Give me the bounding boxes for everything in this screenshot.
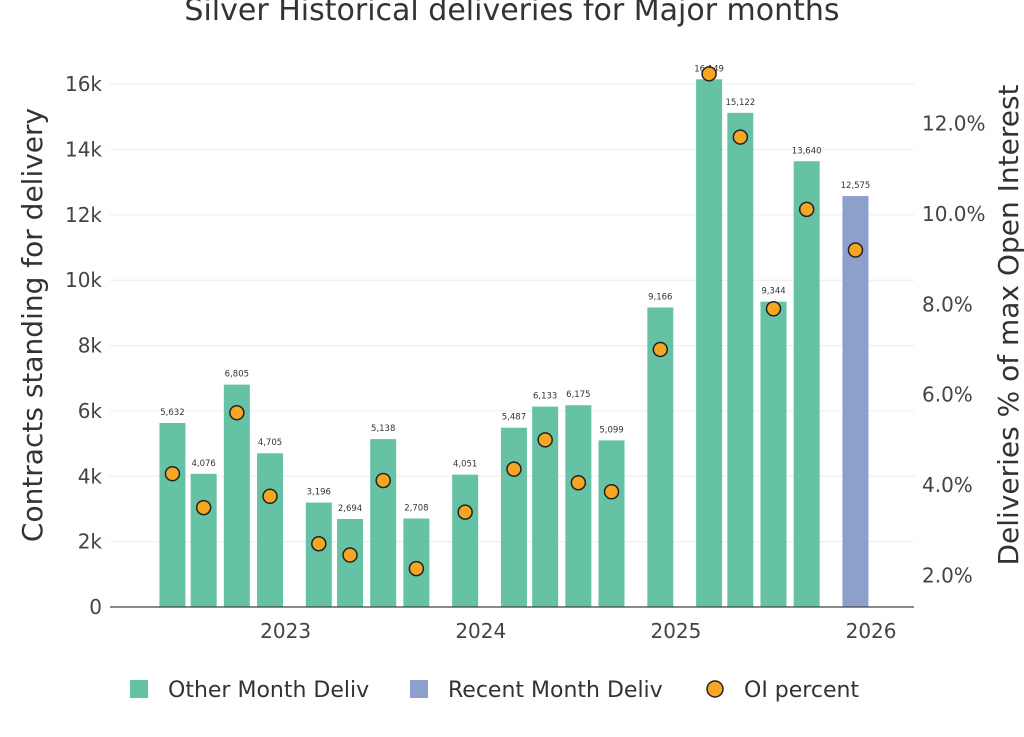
- legend-item-oi[interactable]: OI percent: [706, 678, 859, 703]
- y2-tick-label: 12.0%: [922, 112, 986, 136]
- legend-label: Other Month Deliv: [168, 678, 369, 703]
- oi-percent-marker: [457, 504, 473, 520]
- oi-percent-marker: [847, 242, 864, 258]
- bar-value-label: 4,705: [258, 438, 282, 448]
- other-month-bar: [793, 161, 820, 607]
- bar-value-label: 9,344: [761, 287, 785, 297]
- oi-percent-marker: [195, 499, 212, 516]
- y-tick-label: 4k: [78, 464, 103, 488]
- bar-labels: 5,632 4,076 6,805 4,705 3,196 2,694 5,138 2,708…: [160, 64, 870, 514]
- y2-axis-title: Deliveries % of max Open Interest: [992, 84, 1024, 565]
- oi-percent-marker: [311, 535, 327, 552]
- bar-value-label: 15,122: [725, 98, 755, 108]
- y-tick-label: 8k: [78, 334, 103, 358]
- legend-item-other[interactable]: Other Month Deliv: [130, 678, 369, 703]
- y2-tick-label: 10.0%: [922, 202, 986, 226]
- oi-percent-marker: [652, 341, 669, 358]
- x-tick-label: 2023: [260, 619, 311, 643]
- bar-value-label: 6,175: [566, 390, 590, 400]
- oi-percent-marker: [164, 465, 181, 482]
- bar-value-label: 5,138: [371, 424, 395, 434]
- oi-percent-marker: [701, 66, 717, 82]
- oi-percent-marker: [229, 404, 245, 421]
- axes: 0 2k 4k 6k 8k 10k 12k 14k 16k 2.0% 4.0% 6.0% 8.0% 10.…: [65, 72, 986, 643]
- y2-tick-label: 8.0%: [922, 292, 973, 316]
- bar-value-label: 4,076: [191, 459, 215, 469]
- oi-markers: [164, 66, 864, 577]
- bar-value-label: 5,632: [160, 408, 184, 418]
- oi-percent-marker: [262, 488, 278, 505]
- oi-percent-marker: [570, 474, 587, 491]
- oi-percent-marker: [375, 472, 391, 489]
- other-month-bar: [257, 453, 284, 607]
- y-tick-label: 10k: [65, 268, 102, 292]
- x-tick-label: 2024: [455, 619, 506, 643]
- y-tick-label: 0: [89, 595, 102, 619]
- bars: [159, 79, 869, 608]
- other-month-bar: [500, 427, 527, 607]
- other-month-bar: [452, 474, 479, 607]
- oi-percent-marker: [732, 129, 749, 145]
- other-month-bar: [370, 439, 397, 607]
- oi-percent-marker: [537, 432, 553, 448]
- other-month-bar: [696, 79, 723, 608]
- legend-swatch-recent: [410, 680, 428, 698]
- y2-tick-label: 4.0%: [922, 473, 973, 497]
- y-tick-label: 12k: [65, 203, 102, 227]
- bar-value-label: 2,708: [404, 504, 428, 514]
- other-month-bar: [159, 422, 186, 607]
- y-tick-label: 6k: [78, 399, 103, 423]
- legend-label: Recent Month Deliv: [448, 678, 663, 703]
- bar-value-label: 3,196: [307, 488, 331, 498]
- legend-item-recent[interactable]: Recent Month Deliv: [410, 678, 663, 703]
- x-tick-label: 2025: [650, 619, 701, 643]
- bar-value-label: 2,694: [338, 504, 362, 514]
- bar-value-label: 6,133: [533, 392, 557, 402]
- bar-value-label: 13,640: [792, 146, 822, 156]
- y-tick-label: 2k: [78, 530, 103, 554]
- other-month-bar: [727, 112, 754, 607]
- y-tick-label: 16k: [65, 72, 102, 96]
- other-month-bar: [190, 473, 217, 607]
- other-month-bar: [337, 518, 364, 607]
- legend-swatch-other: [130, 680, 148, 698]
- bar-value-label: 5,099: [599, 425, 623, 435]
- oi-percent-marker: [603, 484, 620, 500]
- other-month-bar: [647, 307, 674, 607]
- other-month-bar: [598, 440, 625, 607]
- oi-percent-marker: [765, 301, 782, 317]
- other-month-bar: [305, 502, 332, 607]
- bar-value-label: 9,166: [648, 292, 672, 302]
- other-month-bar: [760, 301, 787, 607]
- other-month-bar: [565, 405, 592, 607]
- x-tick-label: 2026: [846, 619, 897, 643]
- y-tick-label: 14k: [65, 138, 102, 162]
- legend[interactable]: Other Month Deliv Recent Month Deliv OI pe…: [130, 678, 859, 703]
- legend-marker-oi: [706, 680, 724, 698]
- legend-label: OI percent: [744, 678, 859, 703]
- other-month-bar: [223, 384, 250, 607]
- oi-percent-marker: [342, 547, 358, 563]
- y2-tick-label: 2.0%: [922, 563, 973, 587]
- bar-value-label: 4,051: [453, 460, 477, 470]
- recent-month-bar: [842, 196, 869, 608]
- oi-percent-marker: [506, 461, 522, 477]
- y-axis-title: Contracts standing for delivery: [16, 108, 49, 542]
- bar-value-label: 5,487: [502, 413, 526, 423]
- bar-value-label: 12,575: [841, 181, 871, 191]
- oi-percent-marker: [798, 201, 815, 218]
- chart-title: Silver Historical deliveries for Major m…: [184, 0, 839, 28]
- y2-tick-label: 6.0%: [922, 383, 973, 407]
- oi-percent-marker: [408, 560, 425, 577]
- bar-value-label: 6,805: [225, 370, 249, 380]
